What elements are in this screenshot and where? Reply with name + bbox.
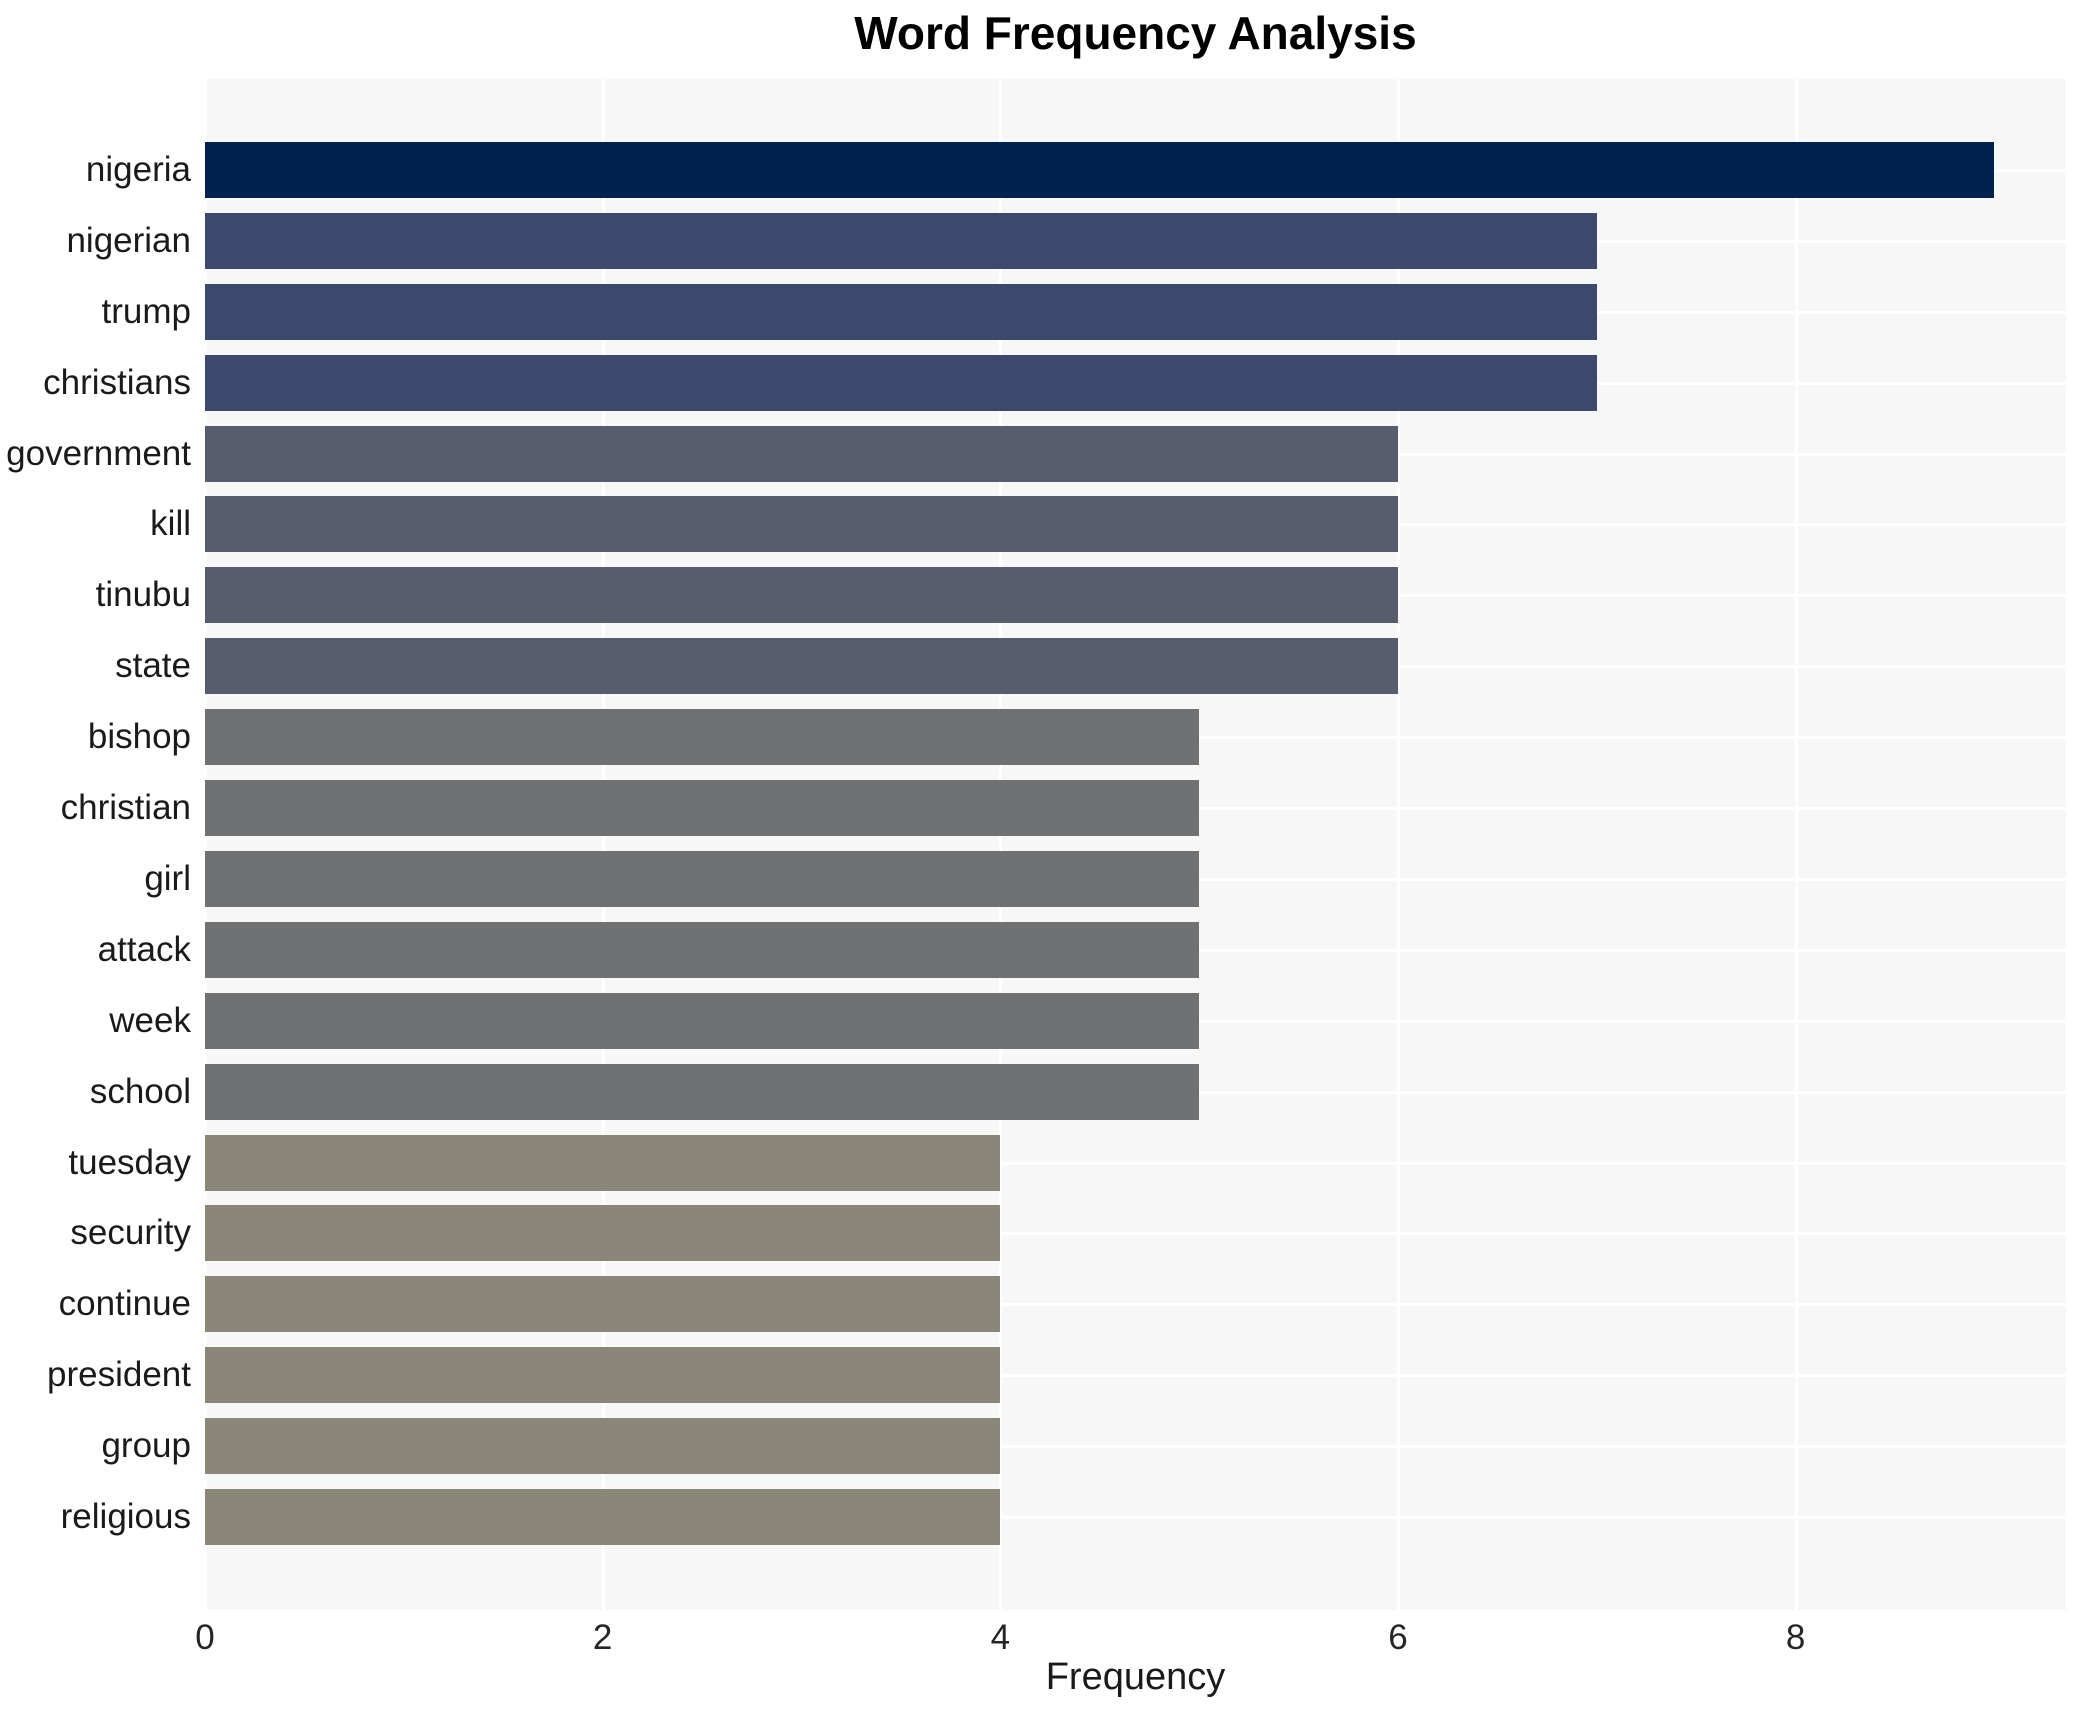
x-tick-label-6: 6 [1388,1618,1408,1657]
x-gridline-4 [999,79,1003,1610]
x-tick-label-2: 2 [592,1618,613,1657]
bar-christian [205,780,1200,837]
bar-nigerian [205,212,1597,269]
y-tick-label-christian: christian [60,788,191,828]
y-tick-label-trump: trump [101,291,191,331]
bar-school [205,1063,1200,1120]
y-gridline [205,1374,2066,1378]
y-tick-label-school: school [89,1071,191,1111]
y-tick-label-bishop: bishop [87,717,191,757]
bar-nigeria [205,142,1995,198]
bar-attack [205,921,1200,978]
y-gridline [205,1161,2066,1165]
y-tick-label-girl: girl [144,858,191,898]
y-tick-label-kill: kill [150,504,191,544]
y-tick-label-nigeria: nigeria [85,149,191,189]
y-tick-label-religious: religious [60,1496,191,1536]
bar-girl [205,850,1200,907]
y-tick-label-week: week [109,1000,191,1040]
y-tick-label-nigerian: nigerian [66,220,191,260]
y-tick-label-group: group [101,1426,191,1466]
bar-tuesday [205,1134,1001,1191]
y-tick-label-government: government [6,433,191,473]
bar-security [205,1205,1001,1262]
y-tick-label-state: state [115,646,191,686]
x-tick-label-4: 4 [990,1618,1011,1657]
bar-trump [205,283,1597,340]
bar-bishop [205,709,1200,766]
x-gridline-6 [1396,79,1400,1610]
bar-week [205,992,1200,1049]
bar-state [205,638,1398,695]
bar-president [205,1347,1001,1404]
bar-government [205,425,1398,482]
y-gridline [205,1232,2066,1236]
x-tick-label-0: 0 [195,1618,215,1657]
y-tick-label-christians: christians [43,362,191,402]
x-gridline-2 [601,79,605,1610]
bar-tinubu [205,567,1398,624]
x-axis-title: Frequency [1045,1656,1226,1698]
x-gridline-0 [204,79,207,1610]
y-gridline [205,1303,2066,1307]
bar-kill [205,496,1398,553]
y-tick-label-security: security [70,1213,191,1253]
plot-area [204,79,2066,1610]
y-tick-label-continue: continue [58,1284,191,1324]
bar-continue [205,1276,1001,1333]
x-tick-label-8: 8 [1785,1618,1806,1657]
x-gridline-8 [1794,79,1798,1610]
bar-group [205,1418,1001,1475]
bar-religious [205,1489,1001,1545]
y-tick-label-tinubu: tinubu [95,575,191,615]
y-gridline [205,1445,2066,1449]
bar-christians [205,354,1597,411]
y-gridline [205,1516,2066,1519]
y-tick-label-president: president [47,1355,191,1395]
y-tick-label-attack: attack [97,929,191,969]
chart-title: Word Frequency Analysis [854,7,1417,59]
y-tick-label-tuesday: tuesday [68,1142,191,1182]
